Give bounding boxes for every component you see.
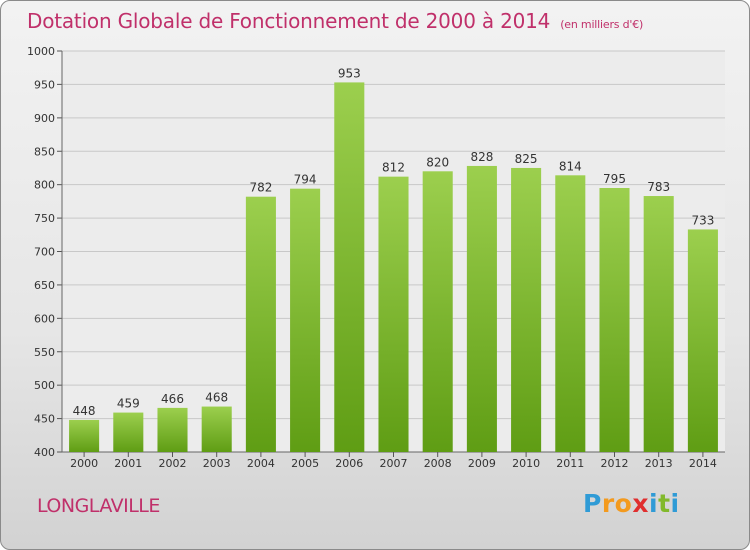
bar-2014 [687, 229, 718, 452]
x-tick-label: 2008 [424, 457, 452, 470]
city-name: LONGLAVILLE [37, 495, 160, 517]
bar-2012 [599, 188, 630, 452]
y-tick-label: 1000 [27, 45, 55, 58]
value-label: 459 [117, 397, 140, 411]
y-tick-label: 650 [34, 279, 55, 292]
x-axis-ticks: 2000 2001 2002 2003 2004 2005 2006 2007 2008 2009… [70, 452, 717, 470]
x-tick-label: 2001 [114, 457, 142, 470]
y-tick-label: 750 [34, 212, 55, 225]
x-tick-label: 2014 [689, 457, 717, 470]
x-tick-label: 2005 [291, 457, 319, 470]
value-label: 782 [249, 181, 272, 195]
bar-2002 [157, 407, 188, 452]
x-tick-label: 2003 [203, 457, 231, 470]
y-tick-label: 950 [34, 78, 55, 91]
y-tick-label: 700 [34, 246, 55, 259]
x-tick-label: 2000 [70, 457, 98, 470]
x-tick-label: 2004 [247, 457, 275, 470]
bar-2010 [511, 167, 542, 453]
chart-title-text: Dotation Globale de Fonctionnement de 20… [27, 9, 551, 33]
y-tick-label: 500 [34, 379, 55, 392]
bar-2004 [245, 196, 276, 452]
value-label: 783 [647, 180, 670, 194]
value-label: 825 [515, 152, 538, 166]
value-label: 448 [73, 404, 96, 418]
x-tick-label: 2002 [159, 457, 187, 470]
y-tick-label: 600 [34, 312, 55, 325]
x-tick-label: 2012 [601, 457, 629, 470]
value-label: 814 [559, 159, 582, 173]
bar-2001 [113, 412, 144, 452]
value-label: 812 [382, 161, 405, 175]
y-axis-ticks: 400 450 500 550 600 650 700 750 800 850 900 950 1000 [27, 45, 725, 459]
value-label: 794 [294, 173, 317, 187]
value-label: 828 [470, 150, 493, 164]
x-tick-label: 2007 [380, 457, 408, 470]
bar-2009 [466, 165, 497, 452]
y-tick-label: 800 [34, 179, 55, 192]
bar-2013 [643, 196, 674, 452]
bar-2003 [201, 406, 232, 452]
value-label: 953 [338, 66, 361, 80]
x-tick-label: 2009 [468, 457, 496, 470]
y-tick-label: 400 [34, 446, 55, 459]
y-tick-label: 450 [34, 413, 55, 426]
x-tick-label: 2006 [335, 457, 363, 470]
value-label: 795 [603, 172, 626, 186]
chart-title: Dotation Globale de Fonctionnement de 20… [27, 9, 643, 33]
proxiti-logo: Proxiti [583, 489, 680, 518]
y-tick-label: 900 [34, 112, 55, 125]
bar-2008 [422, 171, 453, 453]
x-tick-label: 2010 [512, 457, 540, 470]
chart-subtitle: (en milliers d'€) [560, 18, 644, 31]
y-tick-label: 550 [34, 346, 55, 359]
bar-2006 [334, 82, 365, 452]
bar-2000 [69, 419, 100, 452]
value-label: 820 [426, 155, 449, 169]
bar-2005 [290, 188, 321, 452]
x-tick-label: 2013 [645, 457, 673, 470]
value-label: 466 [161, 392, 184, 406]
x-tick-label: 2011 [556, 457, 584, 470]
bars [69, 82, 718, 453]
value-labels: 448 459 466 468 782 794 953 812 820 828 825 814 795 7… [73, 66, 715, 418]
bar-2011 [555, 175, 586, 452]
y-tick-label: 850 [34, 145, 55, 158]
bar-2007 [378, 176, 409, 452]
value-label: 733 [691, 213, 714, 227]
value-label: 468 [205, 391, 228, 405]
